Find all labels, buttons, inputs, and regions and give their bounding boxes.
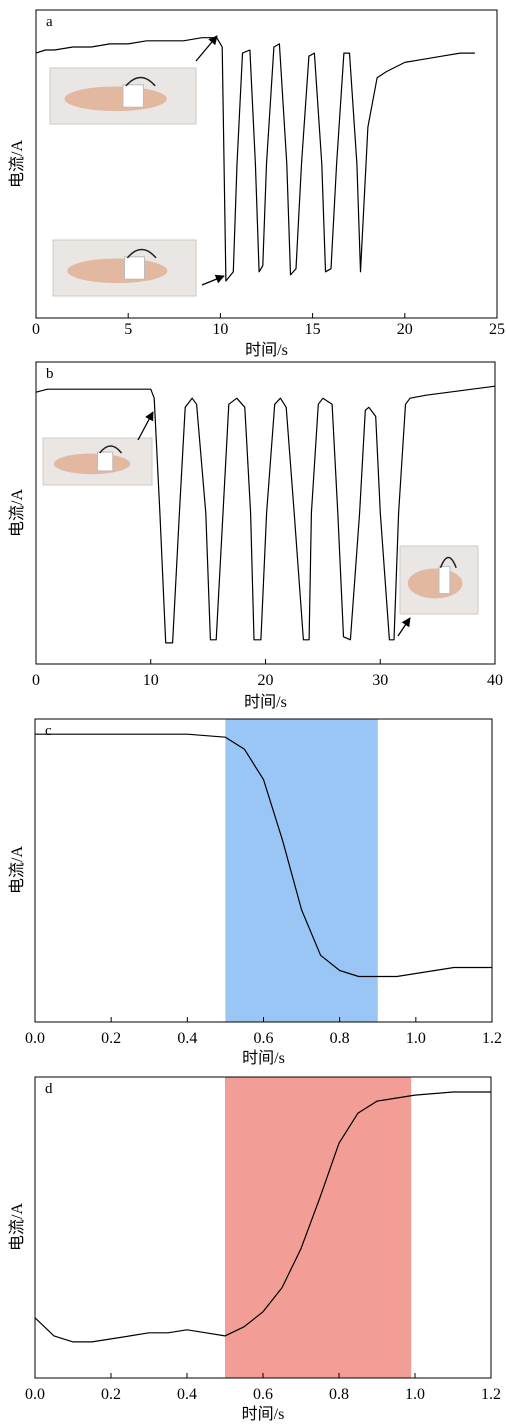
annotation-arrow <box>195 35 218 62</box>
shaded-region <box>225 719 378 1022</box>
x-tick-label: 0.4 <box>177 1386 197 1403</box>
x-tick-label: 0.2 <box>101 1386 121 1403</box>
annotation-arrow <box>137 411 154 441</box>
sensor-tape <box>97 451 114 472</box>
x-tick-label: 0.8 <box>330 1030 350 1047</box>
wrist-straight-photo <box>42 437 153 486</box>
sensor-wire <box>439 556 457 569</box>
sensor-tape <box>122 84 144 108</box>
wrist-bent-photo <box>399 545 479 615</box>
y-axis-title: 电流/A <box>8 140 26 188</box>
series-line <box>35 385 496 644</box>
x-tick-label: 0.6 <box>253 1386 273 1403</box>
x-axis-title: 时间/s <box>242 1405 285 1423</box>
x-tick-label: 20 <box>258 672 274 689</box>
plot-frame <box>35 361 496 665</box>
x-tick-label: 0 <box>32 321 40 338</box>
series-line <box>35 37 475 282</box>
series-line <box>34 1091 491 1343</box>
panel-label: b <box>46 366 54 382</box>
x-tick-label: 0.4 <box>177 1030 197 1047</box>
shaded-region <box>225 1077 412 1378</box>
panel-label: a <box>46 14 53 30</box>
hand-shape <box>53 453 131 475</box>
finger-straight-photo <box>49 67 197 125</box>
x-tick-label: 1.0 <box>405 1386 425 1403</box>
x-tick-label: 1.2 <box>481 1386 501 1403</box>
sensor-tape <box>438 565 451 595</box>
x-tick-label: 10 <box>212 321 228 338</box>
sensor-wire <box>125 76 156 87</box>
x-tick-label: 1.0 <box>406 1030 426 1047</box>
hand-shape <box>64 86 167 112</box>
x-tick-label: 0.0 <box>25 1386 45 1403</box>
x-tick-label: 10 <box>143 672 159 689</box>
chart-panel-d: 0.0 0.2 0.4 0.6 0.8 1.0 1.2 d 时间/s 电流/A <box>8 1076 501 1423</box>
y-axis-title: 电流/A <box>8 1203 26 1251</box>
finger-bent-photo <box>52 239 197 297</box>
annotation-arrow <box>201 274 225 286</box>
sensor-wire <box>99 445 123 454</box>
sensor-tape <box>124 256 146 280</box>
x-tick-label: 25 <box>489 321 505 338</box>
y-axis-title: 电流/A <box>8 846 26 894</box>
x-tick-label: 5 <box>124 321 132 338</box>
x-tick-label: 1.2 <box>482 1030 502 1047</box>
series-line <box>35 733 492 978</box>
y-axis-title: 电流/A <box>8 489 26 537</box>
x-tick-label: 20 <box>397 321 413 338</box>
plot-frame <box>35 9 498 319</box>
x-axis-title: 时间/s <box>245 341 288 359</box>
chart-panel-a: 0 5 10 15 20 25 a 时间/s 电流/A <box>8 9 505 359</box>
x-tick-label: 0 <box>32 672 40 689</box>
x-tick-label: 40 <box>487 672 503 689</box>
x-tick-label: 0.8 <box>329 1386 349 1403</box>
x-tick-label: 30 <box>372 672 388 689</box>
chart-panel-b: 0 10 20 30 40 b 时间/s 电流/A <box>8 361 503 711</box>
panel-label: c <box>45 723 52 739</box>
hand-shape <box>67 258 168 284</box>
x-tick-label: 0.6 <box>254 1030 274 1047</box>
panel-label: d <box>45 1081 53 1097</box>
x-tick-label: 15 <box>305 321 321 338</box>
sensor-wire <box>126 248 157 259</box>
hand-shape <box>407 568 463 599</box>
x-axis-title: 时间/s <box>242 1049 285 1067</box>
x-tick-label: 0.2 <box>101 1030 121 1047</box>
x-tick-label: 0.0 <box>25 1030 45 1047</box>
annotation-arrow <box>397 617 411 637</box>
chart-panel-c: 0.0 0.2 0.4 0.6 0.8 1.0 1.2 c 时间/s 电流/A <box>8 718 502 1067</box>
x-axis-title: 时间/s <box>244 693 287 711</box>
